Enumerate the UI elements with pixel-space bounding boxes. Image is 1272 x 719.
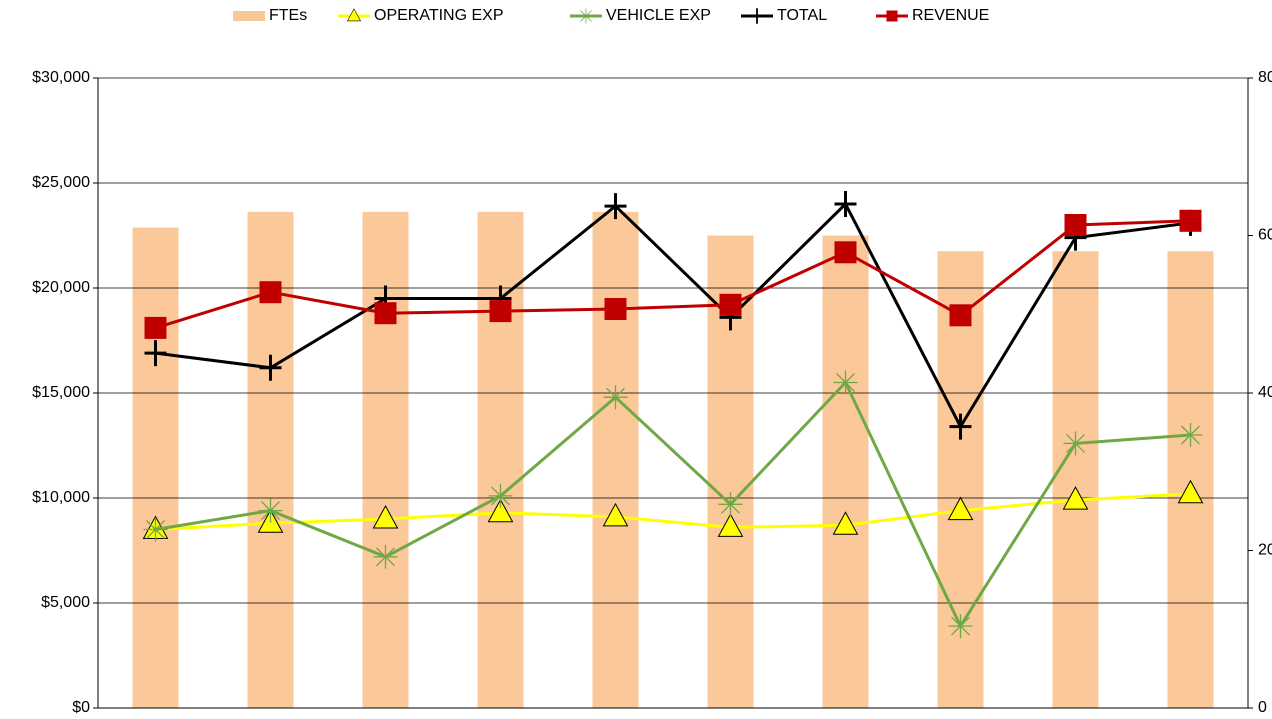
marker [717,513,744,537]
marker [489,300,512,323]
marker [487,498,514,523]
marker [949,304,972,327]
marker [488,483,513,508]
marker [834,191,857,217]
y2-tick-label: 20 [1258,542,1272,559]
marker [372,504,399,529]
y-tick-label: $15,000 [32,384,90,401]
marker [144,316,167,339]
marker [718,492,743,517]
legend-marker [886,10,898,22]
y2-tick-label: 40 [1258,384,1272,401]
y-tick-label: $30,000 [32,69,90,86]
marker [602,502,629,527]
marker [1062,486,1089,510]
line [155,379,1191,630]
marker [258,498,283,523]
bar [1052,251,1099,708]
legend-label: FTEs [269,7,307,24]
legend-marker [886,10,898,22]
bar [1167,251,1214,708]
marker [833,370,858,395]
marker [1178,423,1203,447]
legend-marker [346,8,362,22]
marker [834,241,857,264]
y-tick-label: $10,000 [32,489,90,506]
legend-label: VEHICLE EXP [606,7,711,24]
legend-label: TOTAL [777,7,827,24]
y2-tick-label: 80 [1258,69,1272,86]
marker [1179,209,1202,232]
y2-tick-label: 0 [1258,699,1267,716]
marker [949,413,972,440]
legend-marker [578,8,594,24]
y-tick-label: $25,000 [32,174,90,191]
marker [259,281,282,304]
y-tick-label: $0 [72,699,90,716]
marker [832,511,859,535]
marker [374,302,397,325]
legend-marker [750,8,764,24]
marker [259,354,282,381]
y2-tick-label: 60 [1258,227,1272,244]
bar [592,211,639,708]
line [155,201,1191,430]
y-tick-label: $20,000 [32,279,90,296]
bar [132,227,179,708]
legend-marker [578,8,594,24]
marker [144,340,167,367]
legend-swatch [233,11,265,21]
marker [604,298,627,320]
marker [719,293,742,316]
marker [373,544,398,569]
marker [1177,479,1204,504]
legend-label: OPERATING EXP [374,7,504,24]
marker [604,193,627,220]
marker [1064,214,1087,236]
line [155,219,1191,330]
legend-marker [750,8,764,24]
marker [1063,431,1088,456]
marker [948,614,973,639]
marker [603,385,628,410]
marker [143,517,168,542]
line [155,492,1191,531]
marker [947,496,974,521]
bar [822,235,869,708]
legend-label: REVENUE [912,7,989,24]
y-tick-label: $5,000 [41,594,90,611]
legend-marker [346,8,362,22]
